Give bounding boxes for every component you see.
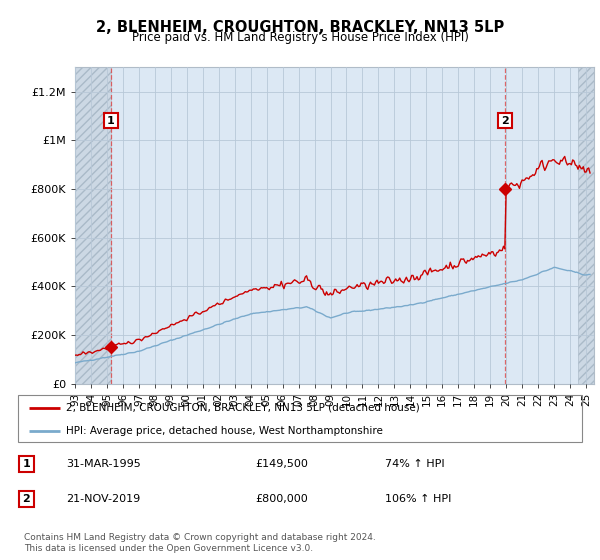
Text: 74% ↑ HPI: 74% ↑ HPI <box>385 459 444 469</box>
Bar <box>75 67 111 384</box>
Text: 106% ↑ HPI: 106% ↑ HPI <box>385 494 451 504</box>
Text: 2, BLENHEIM, CROUGHTON, BRACKLEY, NN13 5LP (detached house): 2, BLENHEIM, CROUGHTON, BRACKLEY, NN13 5… <box>66 403 419 413</box>
Text: Price paid vs. HM Land Registry's House Price Index (HPI): Price paid vs. HM Land Registry's House … <box>131 31 469 44</box>
Text: Contains HM Land Registry data © Crown copyright and database right 2024.
This d: Contains HM Land Registry data © Crown c… <box>24 533 376 553</box>
Text: 2: 2 <box>23 494 31 504</box>
Text: £800,000: £800,000 <box>255 494 308 504</box>
Bar <box>578 67 600 384</box>
Text: 1: 1 <box>107 115 115 125</box>
Text: 2: 2 <box>501 115 509 125</box>
Text: 1: 1 <box>23 459 31 469</box>
Text: 2, BLENHEIM, CROUGHTON, BRACKLEY, NN13 5LP: 2, BLENHEIM, CROUGHTON, BRACKLEY, NN13 5… <box>96 20 504 35</box>
Bar <box>578 67 600 384</box>
Bar <box>75 67 111 384</box>
Text: 31-MAR-1995: 31-MAR-1995 <box>66 459 140 469</box>
Text: £149,500: £149,500 <box>255 459 308 469</box>
Text: 21-NOV-2019: 21-NOV-2019 <box>66 494 140 504</box>
Text: HPI: Average price, detached house, West Northamptonshire: HPI: Average price, detached house, West… <box>66 426 383 436</box>
